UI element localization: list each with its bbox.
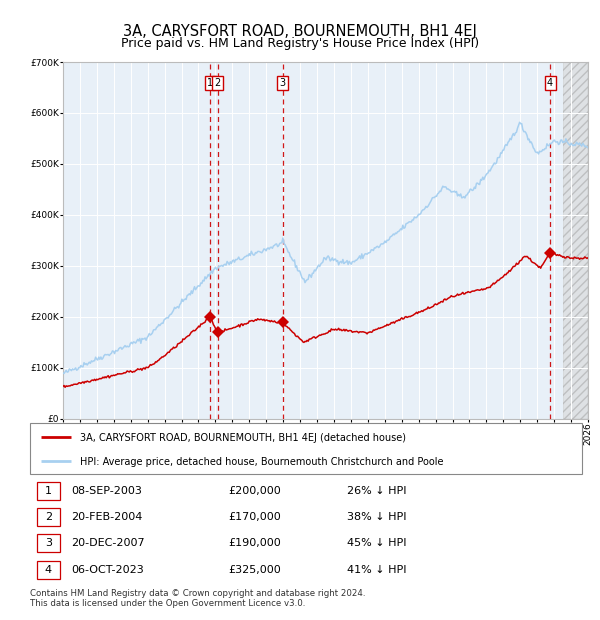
Text: 1: 1 [207, 78, 213, 88]
Text: 3: 3 [280, 78, 286, 88]
Bar [63, 62, 563, 419]
Text: Price paid vs. HM Land Registry's House Price Index (HPI): Price paid vs. HM Land Registry's House … [121, 37, 479, 50]
Text: 38% ↓ HPI: 38% ↓ HPI [347, 512, 407, 522]
Text: HPI: Average price, detached house, Bournemouth Christchurch and Poole: HPI: Average price, detached house, Bour… [80, 457, 443, 467]
Text: Contains HM Land Registry data © Crown copyright and database right 2024.
This d: Contains HM Land Registry data © Crown c… [30, 589, 365, 608]
Text: 3: 3 [45, 538, 52, 548]
Text: 20-DEC-2007: 20-DEC-2007 [71, 538, 145, 548]
Text: 2: 2 [214, 78, 221, 88]
Text: 08-SEP-2003: 08-SEP-2003 [71, 485, 142, 495]
Text: £325,000: £325,000 [229, 565, 281, 575]
Text: £190,000: £190,000 [229, 538, 281, 548]
Text: 2: 2 [44, 512, 52, 522]
FancyBboxPatch shape [37, 508, 60, 526]
Text: 20-FEB-2004: 20-FEB-2004 [71, 512, 143, 522]
Text: 41% ↓ HPI: 41% ↓ HPI [347, 565, 407, 575]
Text: 26% ↓ HPI: 26% ↓ HPI [347, 485, 407, 495]
Text: 1: 1 [45, 485, 52, 495]
Text: 06-OCT-2023: 06-OCT-2023 [71, 565, 144, 575]
Bar [563, 62, 588, 419]
Text: £200,000: £200,000 [229, 485, 281, 495]
FancyBboxPatch shape [37, 534, 60, 552]
Text: 4: 4 [547, 78, 553, 88]
Text: 4: 4 [44, 565, 52, 575]
Text: £170,000: £170,000 [229, 512, 281, 522]
FancyBboxPatch shape [37, 560, 60, 578]
Text: 45% ↓ HPI: 45% ↓ HPI [347, 538, 407, 548]
Text: 3A, CARYSFORT ROAD, BOURNEMOUTH, BH1 4EJ (detached house): 3A, CARYSFORT ROAD, BOURNEMOUTH, BH1 4EJ… [80, 433, 406, 443]
FancyBboxPatch shape [37, 482, 60, 500]
Text: 3A, CARYSFORT ROAD, BOURNEMOUTH, BH1 4EJ: 3A, CARYSFORT ROAD, BOURNEMOUTH, BH1 4EJ [123, 24, 477, 38]
